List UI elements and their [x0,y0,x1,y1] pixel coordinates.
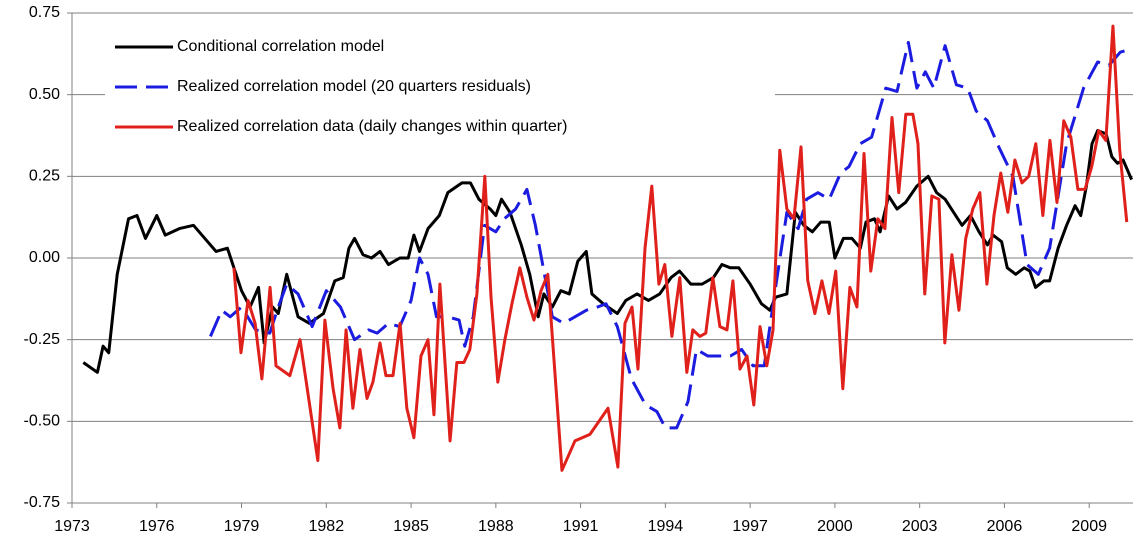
y-tick-label: 0.75 [29,4,60,21]
y-tick-label: -0.50 [24,413,61,430]
y-tick-label: 0.25 [29,168,60,185]
x-tick-label: 1985 [393,518,429,535]
y-tick-label: 0.00 [29,249,60,266]
legend: Conditional correlation model Realized co… [105,28,775,156]
legend-box [105,28,775,156]
y-tick-label: -0.75 [24,494,61,511]
y-tick-label: 0.50 [29,86,60,103]
x-tick-label: 1979 [224,518,260,535]
x-tick-label: 2000 [817,518,853,535]
x-tick-label: 1997 [732,518,768,535]
x-tick-label: 1973 [54,518,90,535]
x-tick-label: 1982 [309,518,345,535]
x-tick-label: 1991 [563,518,599,535]
series-line [232,24,1129,472]
x-tick-label: 1976 [139,518,175,535]
legend-label: Realized correlation model (20 quarters … [177,78,531,95]
x-tick-label: 1994 [648,518,684,535]
x-tick-label: 2009 [1071,518,1107,535]
series-line [209,40,1133,430]
y-tick-label: -0.25 [24,331,61,348]
legend-label: Realized correlation data (daily changes… [177,118,567,135]
x-tick-label: 2003 [902,518,938,535]
legend-label: Conditional correlation model [177,38,384,55]
x-tick-label: 2006 [987,518,1023,535]
x-tick-label: 1988 [478,518,514,535]
